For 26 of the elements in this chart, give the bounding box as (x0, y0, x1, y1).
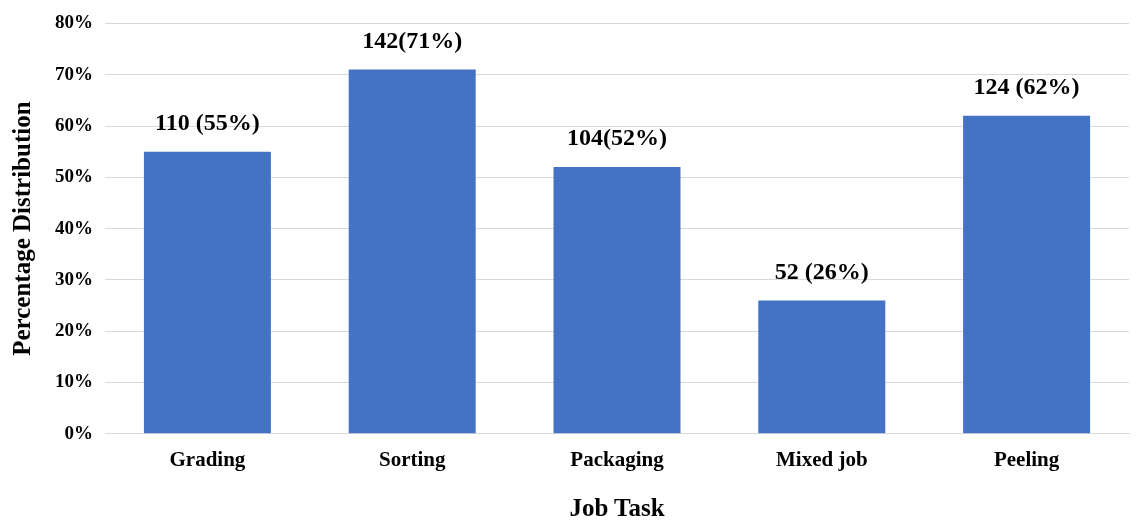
y-tick-label: 60% (55, 113, 93, 135)
y-tick-label: 50% (55, 165, 93, 187)
data-label: 52 (26%) (774, 257, 869, 284)
y-tick-label: 10% (55, 370, 93, 392)
y-tick-label: 0% (64, 421, 93, 443)
data-label: 110 (55%) (155, 108, 260, 135)
x-tick-label: Sorting (378, 446, 446, 471)
x-axis-title: Job Task (569, 494, 665, 522)
data-label: 142(71%) (362, 26, 463, 53)
data-label: 104(52%) (567, 124, 667, 151)
x-tick-label: Grading (169, 446, 246, 471)
bar (143, 151, 271, 434)
bar (553, 167, 681, 434)
x-tick-label: Peeling (993, 446, 1060, 471)
y-axis-title: Percentage Distribution (8, 101, 36, 356)
y-tick-label: 70% (55, 62, 93, 84)
bar (758, 300, 886, 434)
bar (348, 69, 476, 434)
data-label: 124 (62%) (973, 72, 1080, 99)
y-tick-label: 40% (55, 216, 93, 238)
y-tick-label: 80% (55, 11, 93, 33)
x-tick-label: Packaging (570, 446, 665, 471)
y-tick-label: 20% (55, 319, 93, 341)
bar (963, 115, 1091, 434)
x-tick-label: Mixed job (776, 446, 868, 471)
y-tick-label: 30% (55, 267, 93, 289)
